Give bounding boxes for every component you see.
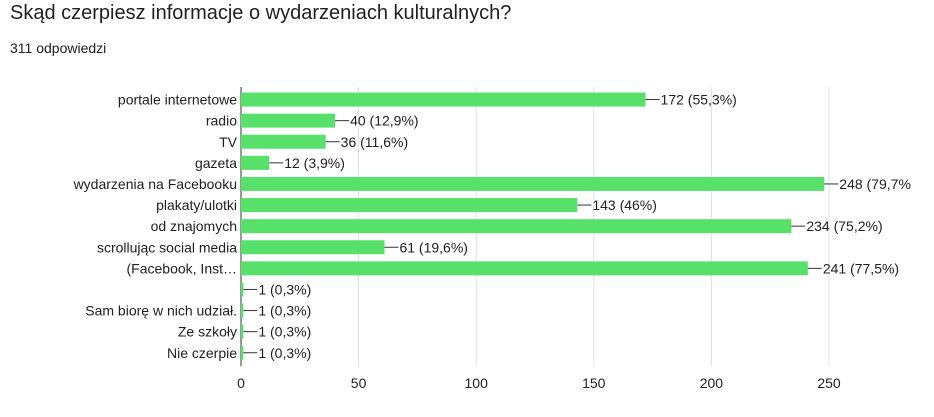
bar bbox=[241, 92, 646, 107]
x-tick-label: 50 bbox=[351, 375, 367, 391]
bar bbox=[241, 155, 270, 170]
category-label: Sam biorę w nich udział. bbox=[85, 303, 237, 319]
data-label: 61 (19,6%) bbox=[399, 239, 467, 255]
data-label: 1 (0,3%) bbox=[258, 303, 311, 319]
category-label: wydarzenia na Facebooku bbox=[73, 176, 237, 192]
bar bbox=[241, 303, 244, 318]
bar bbox=[241, 345, 244, 360]
x-tick-label: 0 bbox=[237, 375, 245, 391]
response-count: 311 odpowiedzi bbox=[10, 40, 107, 56]
bar bbox=[241, 198, 578, 213]
category-label: Nie czerpie bbox=[167, 345, 237, 361]
data-label: 248 (79,7% bbox=[839, 176, 911, 192]
category-label: (Facebook, Inst… bbox=[127, 260, 238, 276]
data-label: 1 (0,3%) bbox=[258, 324, 311, 340]
bar bbox=[241, 282, 244, 297]
question-title: Skąd czerpiesz informacje o wydarzeniach… bbox=[10, 2, 512, 24]
bar bbox=[241, 240, 385, 255]
category-label: gazeta bbox=[195, 155, 237, 171]
data-label: 36 (11,6%) bbox=[341, 134, 408, 150]
bar bbox=[241, 219, 792, 234]
data-label: 1 (0,3%) bbox=[258, 345, 311, 361]
x-tick-label: 200 bbox=[700, 375, 724, 391]
x-tick-label: 100 bbox=[465, 375, 489, 391]
category-label: radio bbox=[206, 113, 237, 129]
category-label: plakaty/ulotki bbox=[156, 197, 237, 213]
data-label: 12 (3,9%) bbox=[284, 155, 345, 171]
bar bbox=[241, 261, 808, 276]
category-label: Ze szkoły bbox=[178, 324, 237, 340]
bar bbox=[241, 176, 825, 191]
bar bbox=[241, 324, 244, 339]
x-tick-label: 250 bbox=[817, 375, 841, 391]
data-label: 143 (46%) bbox=[592, 197, 657, 213]
data-label: 1 (0,3%) bbox=[258, 281, 311, 297]
category-label: portale internetowe bbox=[118, 92, 237, 108]
data-label: 234 (75,2%) bbox=[806, 218, 882, 234]
category-label: od znajomych bbox=[151, 218, 237, 234]
data-label: 40 (12,9%) bbox=[350, 113, 418, 129]
data-label: 241 (77,5%) bbox=[823, 260, 899, 276]
category-label: scrollując social media bbox=[97, 239, 237, 255]
data-label: 172 (55,3%) bbox=[661, 92, 737, 108]
x-tick-label: 150 bbox=[582, 375, 606, 391]
bar bbox=[241, 113, 336, 128]
category-label: TV bbox=[219, 134, 238, 150]
bar bbox=[241, 134, 326, 149]
